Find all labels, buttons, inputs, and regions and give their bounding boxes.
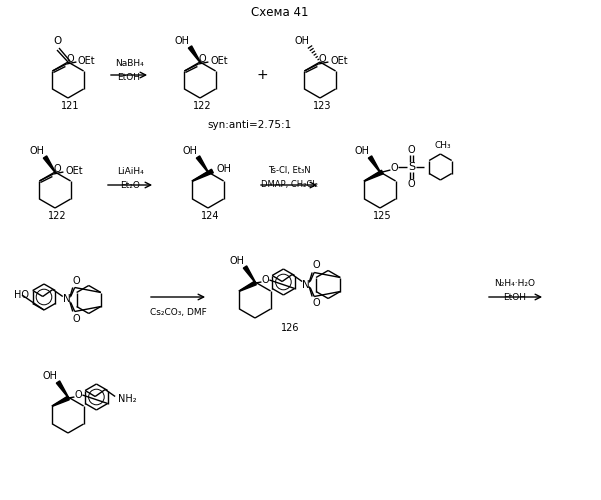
- Text: O: O: [73, 276, 81, 285]
- Text: S: S: [408, 162, 415, 172]
- Text: N: N: [63, 294, 70, 304]
- Text: O: O: [67, 54, 75, 64]
- Text: Ts-Cl, Et₃N: Ts-Cl, Et₃N: [267, 166, 310, 174]
- Polygon shape: [368, 156, 380, 172]
- Text: N₂H₄·H₂O: N₂H₄·H₂O: [495, 278, 535, 287]
- Text: LiAiH₄: LiAiH₄: [117, 168, 144, 176]
- Text: O: O: [313, 298, 320, 308]
- Text: EtOH: EtOH: [118, 72, 141, 82]
- Text: DMAP, CH₂Cl₂: DMAP, CH₂Cl₂: [261, 180, 317, 188]
- Polygon shape: [188, 46, 200, 62]
- Text: O: O: [391, 163, 398, 173]
- Text: O: O: [198, 54, 206, 64]
- Text: +: +: [256, 68, 268, 82]
- Text: NaBH₄: NaBH₄: [115, 58, 144, 68]
- Text: NH₂: NH₂: [118, 394, 136, 404]
- Text: HO: HO: [14, 290, 29, 300]
- Polygon shape: [52, 396, 69, 406]
- Text: O: O: [407, 179, 415, 189]
- Text: O: O: [407, 145, 415, 155]
- Text: Et₂O: Et₂O: [120, 182, 140, 190]
- Text: O: O: [261, 275, 269, 285]
- Text: N: N: [302, 280, 310, 289]
- Text: 122: 122: [47, 211, 66, 221]
- Polygon shape: [43, 156, 55, 172]
- Text: 122: 122: [193, 101, 212, 111]
- Text: OH: OH: [217, 164, 232, 174]
- Text: 121: 121: [61, 101, 79, 111]
- Text: CH₃: CH₃: [434, 142, 451, 150]
- Polygon shape: [243, 266, 255, 282]
- Text: OH: OH: [174, 36, 189, 46]
- Text: 126: 126: [281, 323, 299, 333]
- Polygon shape: [364, 170, 383, 181]
- Text: OH: OH: [29, 146, 44, 156]
- Text: O: O: [53, 164, 61, 174]
- Text: 123: 123: [313, 101, 331, 111]
- Text: OEt: OEt: [66, 166, 83, 176]
- Polygon shape: [239, 281, 256, 291]
- Text: OEt: OEt: [210, 56, 228, 66]
- Polygon shape: [56, 381, 69, 397]
- Text: O: O: [313, 260, 320, 270]
- Text: OH: OH: [294, 36, 310, 46]
- Text: Cs₂CO₃, DMF: Cs₂CO₃, DMF: [150, 308, 206, 318]
- Text: OH: OH: [230, 256, 245, 266]
- Text: Схема 41: Схема 41: [251, 6, 309, 18]
- Text: OEt: OEt: [331, 56, 348, 66]
- Polygon shape: [197, 156, 209, 172]
- Text: OH: OH: [355, 146, 370, 156]
- Text: 125: 125: [373, 211, 391, 221]
- Text: EtOH: EtOH: [504, 292, 526, 302]
- Text: OH: OH: [43, 371, 58, 381]
- Text: OH: OH: [183, 146, 198, 156]
- Text: O: O: [319, 54, 326, 64]
- Text: 124: 124: [201, 211, 219, 221]
- Text: O: O: [54, 36, 62, 46]
- Text: syn:anti=2.75:1: syn:anti=2.75:1: [208, 120, 292, 130]
- Polygon shape: [192, 169, 213, 181]
- Text: OEt: OEt: [78, 56, 95, 66]
- Text: O: O: [73, 314, 81, 324]
- Text: O: O: [75, 390, 82, 400]
